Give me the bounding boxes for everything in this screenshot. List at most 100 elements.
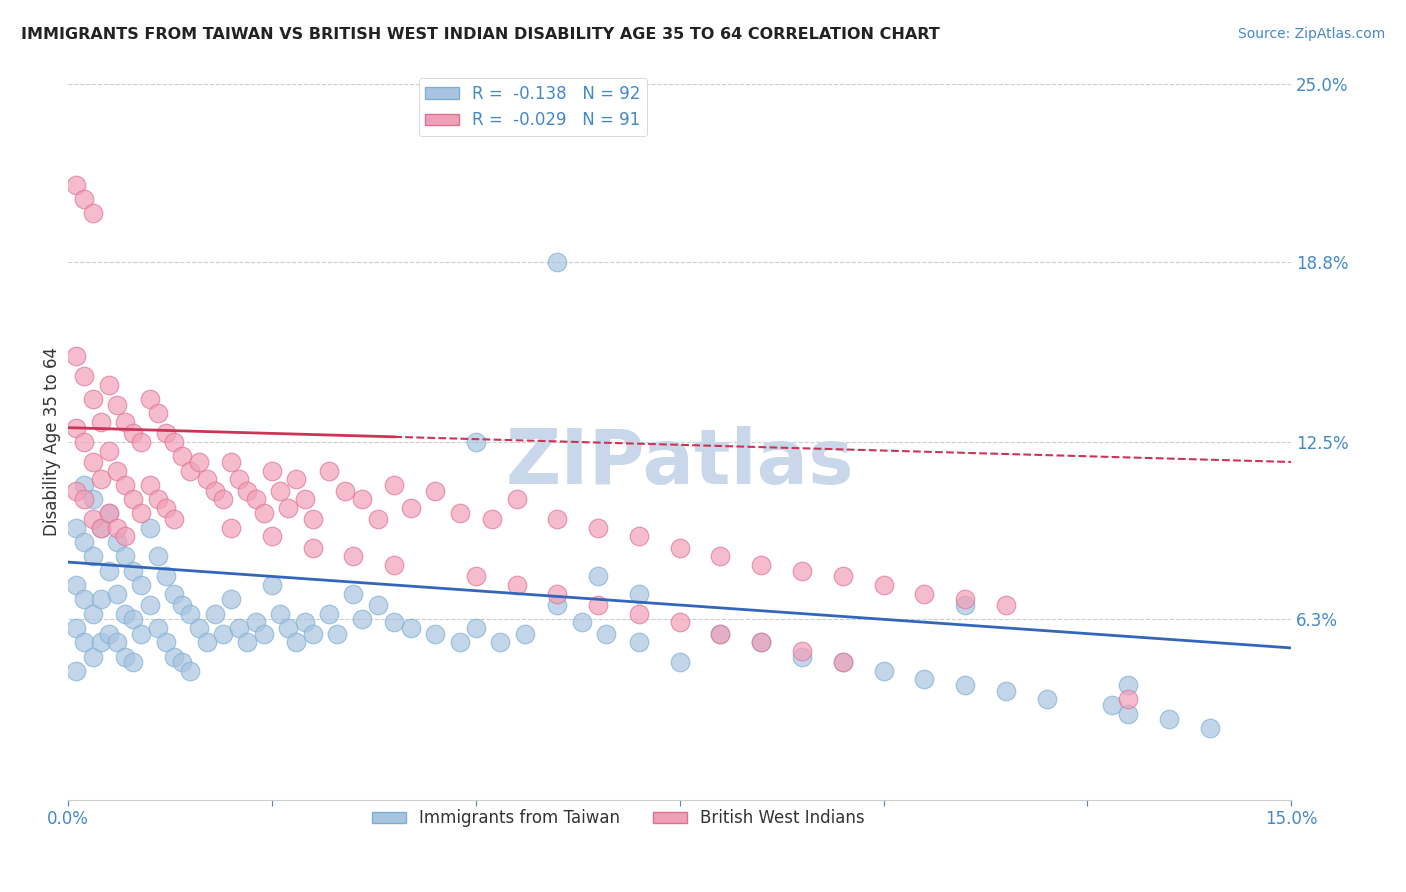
Point — [1116, 706, 1139, 721]
Point — [253, 507, 276, 521]
Point — [65, 621, 87, 635]
Point — [449, 507, 471, 521]
Point — [586, 598, 609, 612]
Point — [114, 549, 136, 564]
Point — [285, 635, 308, 649]
Point — [105, 464, 128, 478]
Point — [82, 549, 104, 564]
Point — [97, 377, 120, 392]
Point — [163, 649, 186, 664]
Point — [114, 415, 136, 429]
Point — [1035, 692, 1057, 706]
Legend: Immigrants from Taiwan, British West Indians: Immigrants from Taiwan, British West Ind… — [366, 803, 872, 834]
Point — [326, 626, 349, 640]
Point — [138, 521, 160, 535]
Point — [90, 521, 112, 535]
Point — [228, 472, 250, 486]
Point — [131, 507, 153, 521]
Point — [318, 607, 340, 621]
Point — [73, 192, 96, 206]
Point — [114, 478, 136, 492]
Point — [350, 492, 373, 507]
Point — [790, 649, 813, 664]
Point — [97, 626, 120, 640]
Point — [1101, 698, 1123, 713]
Point — [65, 420, 87, 434]
Point — [342, 549, 364, 564]
Point — [97, 443, 120, 458]
Point — [449, 635, 471, 649]
Point — [546, 254, 568, 268]
Point — [464, 434, 486, 449]
Point — [318, 464, 340, 478]
Text: IMMIGRANTS FROM TAIWAN VS BRITISH WEST INDIAN DISABILITY AGE 35 TO 64 CORRELATIO: IMMIGRANTS FROM TAIWAN VS BRITISH WEST I… — [21, 27, 939, 42]
Point — [163, 512, 186, 526]
Y-axis label: Disability Age 35 to 64: Disability Age 35 to 64 — [44, 348, 60, 536]
Point — [912, 586, 935, 600]
Point — [236, 483, 259, 498]
Point — [627, 635, 650, 649]
Point — [831, 655, 853, 669]
Point — [65, 349, 87, 363]
Point — [953, 598, 976, 612]
Point — [114, 607, 136, 621]
Point — [90, 521, 112, 535]
Point — [90, 472, 112, 486]
Point — [350, 612, 373, 626]
Point — [114, 529, 136, 543]
Point — [65, 178, 87, 192]
Point — [1116, 692, 1139, 706]
Point — [301, 512, 323, 526]
Point — [65, 578, 87, 592]
Point — [285, 472, 308, 486]
Point — [155, 569, 177, 583]
Point — [155, 500, 177, 515]
Point — [122, 612, 145, 626]
Point — [790, 564, 813, 578]
Point — [105, 398, 128, 412]
Point — [172, 598, 194, 612]
Point — [73, 492, 96, 507]
Point — [122, 564, 145, 578]
Point — [82, 649, 104, 664]
Point — [187, 621, 209, 635]
Point — [464, 569, 486, 583]
Point — [105, 586, 128, 600]
Point — [260, 464, 283, 478]
Point — [301, 541, 323, 555]
Point — [953, 592, 976, 607]
Point — [90, 592, 112, 607]
Point — [122, 655, 145, 669]
Point — [489, 635, 512, 649]
Point — [505, 578, 527, 592]
Point — [82, 512, 104, 526]
Point — [994, 683, 1017, 698]
Point — [195, 635, 218, 649]
Point — [546, 586, 568, 600]
Point — [138, 392, 160, 406]
Point — [82, 607, 104, 621]
Point — [122, 492, 145, 507]
Point — [73, 592, 96, 607]
Point — [627, 529, 650, 543]
Point — [627, 586, 650, 600]
Point — [195, 472, 218, 486]
Point — [131, 434, 153, 449]
Point — [73, 369, 96, 384]
Point — [277, 500, 299, 515]
Point — [105, 635, 128, 649]
Point — [709, 549, 731, 564]
Point — [245, 615, 267, 630]
Point — [260, 529, 283, 543]
Point — [571, 615, 593, 630]
Point — [163, 434, 186, 449]
Point — [382, 478, 405, 492]
Point — [831, 569, 853, 583]
Point — [105, 521, 128, 535]
Point — [668, 655, 690, 669]
Point — [382, 558, 405, 572]
Point — [546, 512, 568, 526]
Point — [82, 392, 104, 406]
Point — [179, 607, 201, 621]
Point — [872, 664, 894, 678]
